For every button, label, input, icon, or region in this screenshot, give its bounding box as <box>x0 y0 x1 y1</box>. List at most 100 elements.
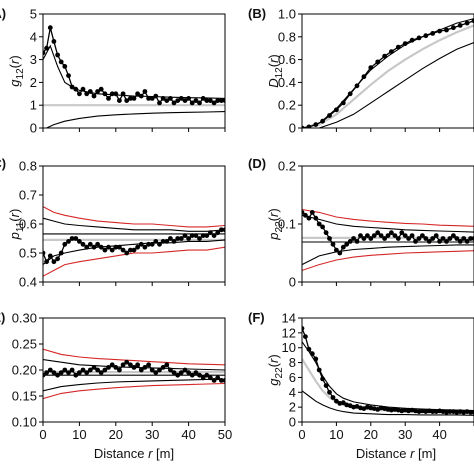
series-line-outer-lower <box>43 382 225 400</box>
data-point <box>98 370 104 375</box>
data-point <box>409 37 415 43</box>
data-point <box>120 247 126 253</box>
data-point <box>131 247 137 253</box>
data-point <box>77 91 82 97</box>
series-line-outer-lower <box>302 250 474 271</box>
data-point <box>87 367 93 373</box>
data-point <box>347 239 353 244</box>
data-point <box>189 372 195 378</box>
data-point <box>313 122 319 127</box>
data-point <box>95 241 100 247</box>
data-point <box>375 230 381 236</box>
data-point <box>182 233 188 239</box>
series-line-outer-upper <box>302 208 474 227</box>
y-tick-label: 0 <box>289 275 296 290</box>
data-point <box>153 93 159 99</box>
data-point <box>204 233 210 239</box>
data-point <box>84 91 90 97</box>
data-point <box>189 100 195 106</box>
data-point <box>106 365 111 370</box>
data-point <box>219 378 224 383</box>
data-point <box>127 96 133 101</box>
panel-label: (E) <box>0 310 5 325</box>
data-point <box>344 241 350 247</box>
series-line-upper-envelope <box>43 44 225 99</box>
data-point <box>193 98 199 103</box>
data-point <box>186 370 192 375</box>
data-point <box>43 50 46 56</box>
data-point <box>106 96 111 101</box>
data-point <box>320 118 325 124</box>
data-point <box>389 230 394 236</box>
y-tick-label: 12 <box>282 325 296 340</box>
data-point <box>164 239 170 244</box>
series-group <box>302 18 474 128</box>
y-axis-label: g22(r) <box>266 354 285 385</box>
y-tick-label: 2 <box>30 75 37 90</box>
y-tick-label: 0.20 <box>12 363 37 378</box>
data-point <box>189 233 195 239</box>
data-point <box>334 398 339 404</box>
data-point <box>77 239 82 244</box>
data-point <box>157 241 162 247</box>
data-point <box>91 244 97 250</box>
data-point <box>178 370 184 375</box>
data-point <box>73 86 79 92</box>
data-point <box>309 351 315 357</box>
data-point <box>62 241 68 247</box>
y-tick-label: 0.4 <box>19 275 37 290</box>
series-group <box>302 208 474 271</box>
data-point <box>44 259 49 265</box>
data-point <box>382 236 387 241</box>
data-point <box>62 64 68 69</box>
y-tick-label: 1.0 <box>278 7 296 22</box>
data-point <box>102 367 108 373</box>
data-point <box>437 28 442 34</box>
data-point <box>457 23 463 28</box>
series-line-inner-upper <box>43 217 225 232</box>
x-tick-label: 30 <box>145 427 159 442</box>
panel-4: 0.10 0.15 0.20 0.25 0.30 0 10 20 30 40 50 (E) Distan… <box>0 310 232 461</box>
data-point <box>73 236 79 241</box>
data-point <box>157 367 162 373</box>
data-point <box>98 86 104 92</box>
data-point <box>171 370 177 375</box>
data-point <box>149 96 155 101</box>
data-point <box>80 86 86 92</box>
panel-3: 0 0.1 0.2 (D) p22(r) <box>248 156 474 290</box>
data-point <box>69 367 75 373</box>
data-point <box>47 25 53 31</box>
series-line-lower-envelope <box>319 41 474 128</box>
data-point <box>124 98 130 103</box>
data-point <box>447 409 453 414</box>
data-point <box>160 365 166 370</box>
data-point <box>102 247 108 253</box>
data-point <box>160 239 166 244</box>
data-point <box>58 59 64 65</box>
panel-label: (D) <box>248 156 266 171</box>
y-tick-label: 0.6 <box>278 52 296 67</box>
data-point <box>406 236 411 241</box>
data-point <box>131 365 137 370</box>
y-tick-label: 0.7 <box>19 188 37 203</box>
data-point <box>334 107 339 113</box>
data-point <box>316 367 322 373</box>
data-point <box>69 236 75 241</box>
series-line-observed <box>43 27 225 105</box>
data-point <box>106 244 111 250</box>
data-point <box>51 39 57 44</box>
data-point <box>222 378 225 383</box>
data-point <box>91 365 97 370</box>
series-line-inner-lower <box>302 244 474 266</box>
data-point <box>117 244 122 250</box>
y-tick-label: 0 <box>30 121 37 136</box>
data-point <box>413 239 418 244</box>
data-point <box>327 113 332 118</box>
data-point <box>208 375 213 381</box>
data-point <box>211 233 217 239</box>
data-point <box>182 367 188 373</box>
data-point <box>197 236 202 241</box>
data-point <box>55 372 60 378</box>
data-point <box>347 91 353 97</box>
